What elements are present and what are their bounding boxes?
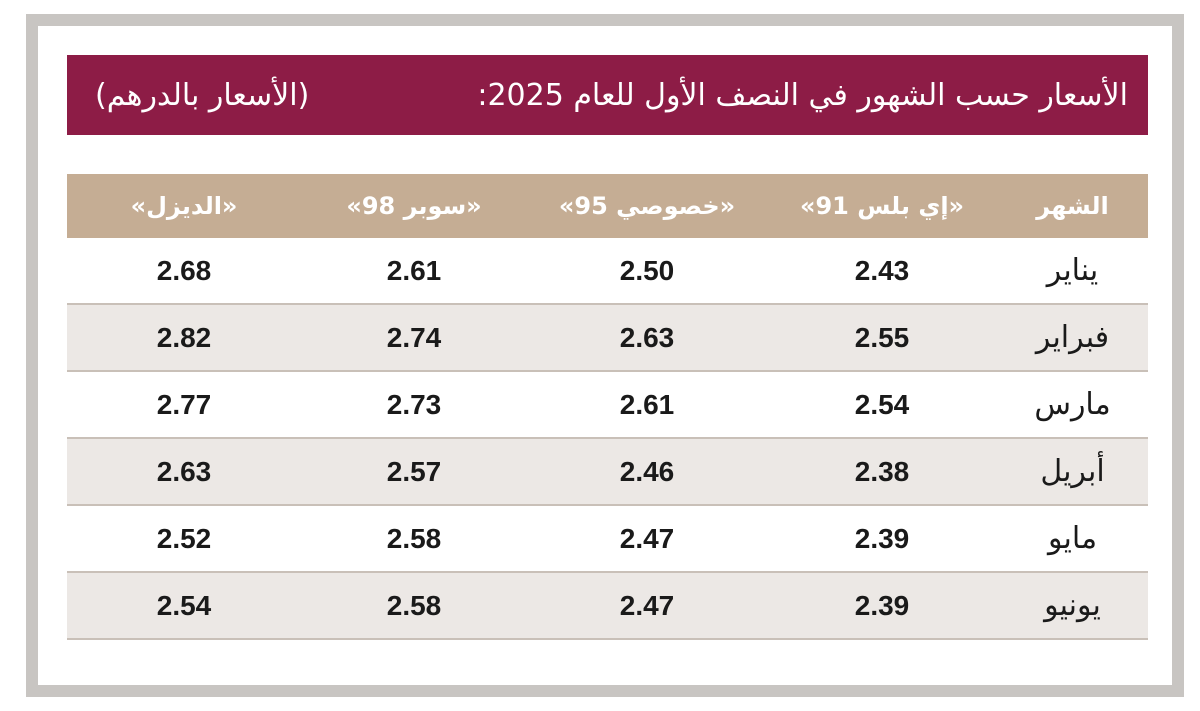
cell-super-98: 2.58 bbox=[301, 505, 527, 573]
cell-special-95: 2.50 bbox=[527, 238, 767, 305]
cell-super-98: 2.58 bbox=[301, 572, 527, 640]
cell-diesel: 2.68 bbox=[67, 238, 301, 305]
title-bar: الأسعار حسب الشهور في النصف الأول للعام … bbox=[67, 55, 1148, 135]
cell-super-98: 2.57 bbox=[301, 438, 527, 506]
header-month: الشهر bbox=[997, 174, 1148, 238]
prices-table: «الديزل» «سوبر 98» «خصوصي 95» «إي بلس 91… bbox=[67, 174, 1148, 640]
cell-month: فبراير bbox=[997, 304, 1148, 372]
cell-special-95: 2.61 bbox=[527, 371, 767, 439]
cell-eplus-91: 2.54 bbox=[767, 371, 997, 439]
cell-month: يناير bbox=[997, 238, 1148, 305]
table-row: 2.63 2.57 2.46 2.38 أبريل bbox=[67, 438, 1148, 506]
cell-special-95: 2.47 bbox=[527, 572, 767, 640]
cell-super-98: 2.61 bbox=[301, 238, 527, 305]
cell-special-95: 2.47 bbox=[527, 505, 767, 573]
cell-eplus-91: 2.39 bbox=[767, 505, 997, 573]
table-row: 2.52 2.58 2.47 2.39 مايو bbox=[67, 505, 1148, 573]
header-super-98: «سوبر 98» bbox=[301, 174, 527, 238]
cell-diesel: 2.77 bbox=[67, 371, 301, 439]
cell-month: أبريل bbox=[997, 438, 1148, 506]
cell-month: يونيو bbox=[997, 572, 1148, 640]
header-diesel: «الديزل» bbox=[67, 174, 301, 238]
cell-super-98: 2.74 bbox=[301, 304, 527, 372]
cell-super-98: 2.73 bbox=[301, 371, 527, 439]
cell-month: مايو bbox=[997, 505, 1148, 573]
table-row: 2.54 2.58 2.47 2.39 يونيو bbox=[67, 572, 1148, 640]
table-row: 2.82 2.74 2.63 2.55 فبراير bbox=[67, 304, 1148, 372]
cell-eplus-91: 2.43 bbox=[767, 238, 997, 305]
cell-special-95: 2.46 bbox=[527, 438, 767, 506]
cell-diesel: 2.63 bbox=[67, 438, 301, 506]
page-title: الأسعار حسب الشهور في النصف الأول للعام … bbox=[477, 77, 1128, 113]
table-header-row: «الديزل» «سوبر 98» «خصوصي 95» «إي بلس 91… bbox=[67, 174, 1148, 238]
cell-diesel: 2.54 bbox=[67, 572, 301, 640]
header-eplus-91: «إي بلس 91» bbox=[767, 174, 997, 238]
cell-month: مارس bbox=[997, 371, 1148, 439]
cell-diesel: 2.82 bbox=[67, 304, 301, 372]
cell-diesel: 2.52 bbox=[67, 505, 301, 573]
table-row: 2.77 2.73 2.61 2.54 مارس bbox=[67, 371, 1148, 439]
cell-special-95: 2.63 bbox=[527, 304, 767, 372]
currency-note: (الأسعار بالدرهم) bbox=[95, 77, 310, 113]
cell-eplus-91: 2.39 bbox=[767, 572, 997, 640]
cell-eplus-91: 2.55 bbox=[767, 304, 997, 372]
cell-eplus-91: 2.38 bbox=[767, 438, 997, 506]
header-special-95: «خصوصي 95» bbox=[527, 174, 767, 238]
table-row: 2.68 2.61 2.50 2.43 يناير bbox=[67, 238, 1148, 305]
